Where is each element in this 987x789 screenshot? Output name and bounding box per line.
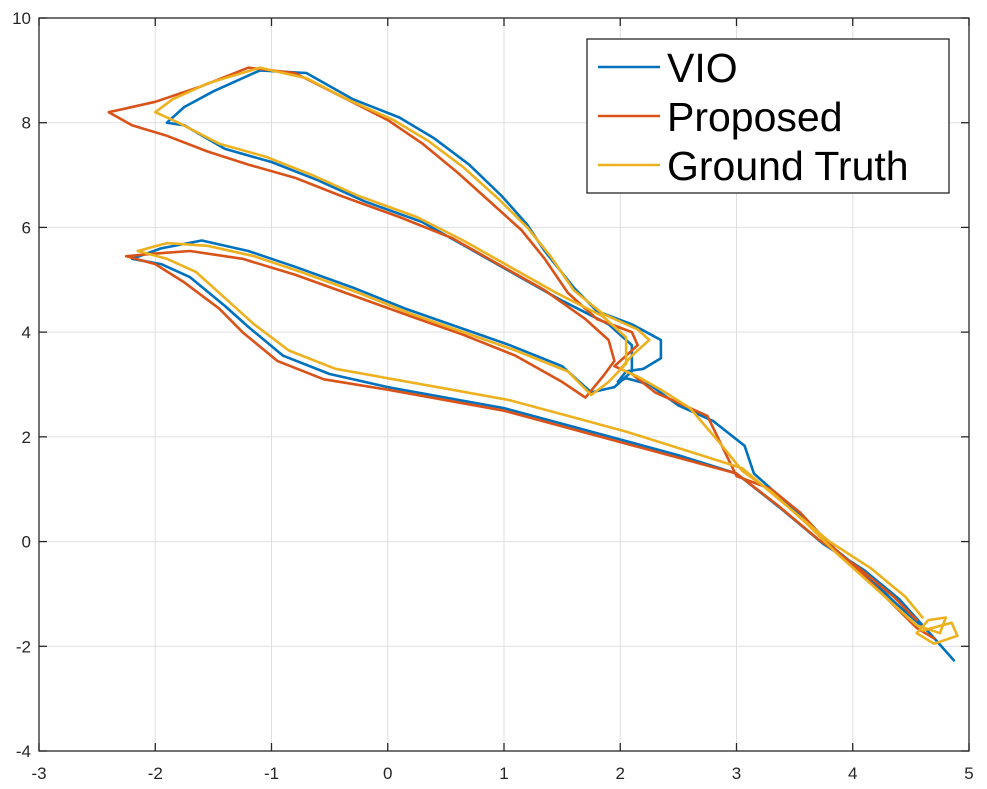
x-tick-labels: -3 -2 -1 0 1 2 3 4 5 <box>31 764 973 783</box>
series-line-proposed <box>107 66 936 640</box>
x-tick-label: -1 <box>264 764 279 783</box>
x-tick-label: 0 <box>383 764 392 783</box>
y-tick-label: 10 <box>12 9 31 28</box>
legend-label-vio: VIO <box>667 45 738 91</box>
tick-marks <box>38 17 970 752</box>
y-tick-label: -4 <box>16 742 31 761</box>
y-tick-label: 8 <box>22 114 31 133</box>
y-tick-labels: -4 -2 0 2 4 6 8 10 <box>12 9 31 761</box>
x-tick-label: 1 <box>499 764 508 783</box>
y-tick-label: 2 <box>22 428 31 447</box>
legend-label-ground-truth: Ground Truth <box>667 143 909 189</box>
y-tick-label: 6 <box>22 218 31 237</box>
series-line-ground-truth <box>136 66 959 646</box>
x-tick-label: 2 <box>616 764 625 783</box>
x-tick-label: 5 <box>964 764 973 783</box>
y-tick-label: 4 <box>22 323 31 342</box>
x-tick-label: -2 <box>148 764 163 783</box>
x-tick-label: 3 <box>732 764 741 783</box>
x-tick-label: 4 <box>848 764 857 783</box>
legend-label-proposed: Proposed <box>667 94 843 140</box>
y-tick-label: 0 <box>22 533 31 552</box>
y-tick-label: -2 <box>16 637 31 656</box>
x-tick-label: -3 <box>31 764 46 783</box>
series-line-vio <box>130 69 956 662</box>
series-layer <box>107 66 959 662</box>
